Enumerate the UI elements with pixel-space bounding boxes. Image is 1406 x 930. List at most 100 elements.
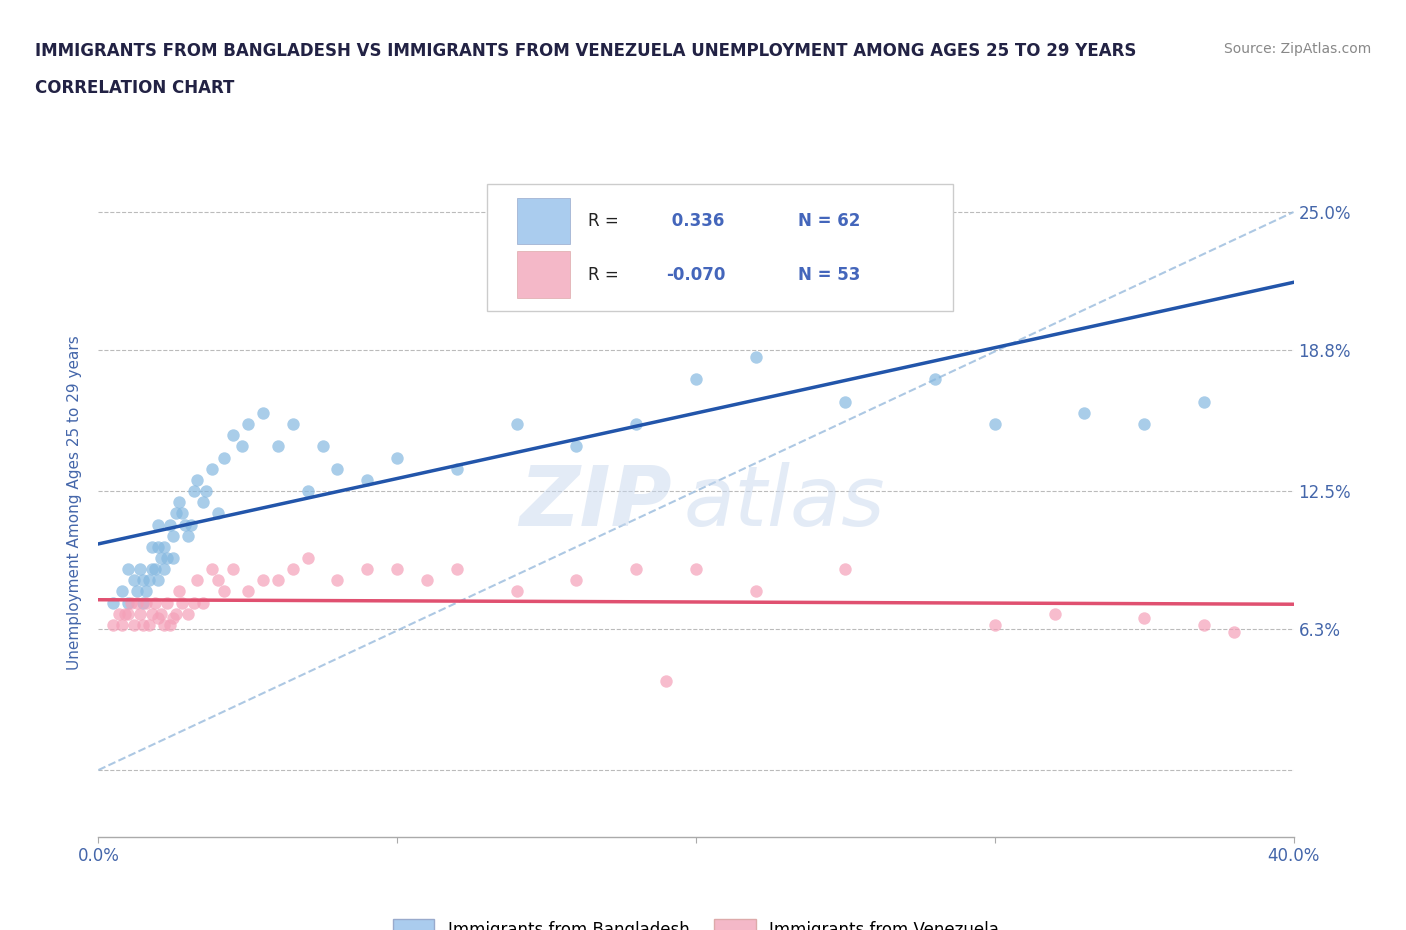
- Point: [111, 618, 134, 632]
- Point: [124, 573, 146, 588]
- Y-axis label: Unemployment Among Ages 25 to 29 years: Unemployment Among Ages 25 to 29 years: [67, 335, 83, 670]
- Point: [172, 506, 194, 521]
- Text: ZIP: ZIP: [519, 461, 672, 543]
- Point: [745, 283, 768, 298]
- Point: [655, 673, 678, 688]
- Point: [111, 584, 134, 599]
- Point: [129, 606, 152, 621]
- Point: [195, 484, 218, 498]
- Text: 0.336: 0.336: [666, 212, 724, 230]
- Point: [326, 461, 349, 476]
- Point: [267, 439, 290, 454]
- Point: [148, 517, 170, 532]
- Text: IMMIGRANTS FROM BANGLADESH VS IMMIGRANTS FROM VENEZUELA UNEMPLOYMENT AMONG AGES : IMMIGRANTS FROM BANGLADESH VS IMMIGRANTS…: [35, 42, 1136, 60]
- Point: [446, 461, 468, 476]
- Point: [177, 528, 200, 543]
- Point: [834, 562, 856, 577]
- Point: [165, 606, 187, 621]
- Point: [326, 573, 349, 588]
- Point: [506, 584, 529, 599]
- Point: [108, 606, 131, 621]
- Point: [984, 417, 1007, 432]
- Point: [506, 417, 529, 432]
- Point: [201, 562, 224, 577]
- Point: [148, 611, 170, 626]
- Point: [138, 618, 160, 632]
- Point: [191, 595, 214, 610]
- Point: [141, 606, 163, 621]
- Point: [148, 539, 170, 554]
- Text: N = 62: N = 62: [797, 212, 860, 230]
- Point: [138, 573, 160, 588]
- Point: [207, 506, 229, 521]
- Point: [626, 562, 648, 577]
- Point: [156, 595, 179, 610]
- Point: [153, 562, 176, 577]
- Text: atlas: atlas: [685, 461, 886, 543]
- Text: R =: R =: [589, 212, 624, 230]
- Point: [186, 472, 208, 487]
- Point: [183, 484, 205, 498]
- Point: [446, 562, 468, 577]
- Point: [103, 618, 125, 632]
- Point: [984, 618, 1007, 632]
- Point: [252, 573, 274, 588]
- Point: [281, 562, 304, 577]
- Point: [745, 350, 768, 365]
- FancyBboxPatch shape: [517, 197, 571, 245]
- Point: [201, 461, 224, 476]
- Point: [1192, 394, 1215, 409]
- Point: [311, 439, 333, 454]
- Point: [143, 595, 166, 610]
- Point: [1073, 405, 1095, 420]
- Point: [177, 606, 200, 621]
- Point: [212, 450, 235, 465]
- Point: [117, 606, 139, 621]
- Point: [141, 539, 163, 554]
- Point: [141, 562, 163, 577]
- Point: [135, 595, 157, 610]
- Point: [626, 417, 648, 432]
- Point: [124, 618, 146, 632]
- Legend: Immigrants from Bangladesh, Immigrants from Venezuela: Immigrants from Bangladesh, Immigrants f…: [387, 912, 1005, 930]
- Point: [159, 618, 181, 632]
- Point: [281, 417, 304, 432]
- Point: [685, 562, 707, 577]
- Point: [356, 562, 378, 577]
- Point: [924, 372, 946, 387]
- Point: [132, 595, 155, 610]
- FancyBboxPatch shape: [486, 184, 953, 312]
- Text: -0.070: -0.070: [666, 266, 725, 284]
- Point: [222, 428, 245, 443]
- Point: [236, 584, 259, 599]
- Point: [180, 517, 202, 532]
- Point: [1133, 417, 1156, 432]
- Point: [1043, 606, 1066, 621]
- Point: [167, 584, 190, 599]
- Point: [183, 595, 205, 610]
- Point: [132, 573, 155, 588]
- Point: [117, 595, 139, 610]
- Point: [127, 595, 149, 610]
- Point: [385, 450, 409, 465]
- Text: N = 53: N = 53: [797, 266, 860, 284]
- Point: [236, 417, 259, 432]
- Point: [153, 618, 176, 632]
- Text: R =: R =: [589, 266, 624, 284]
- Point: [297, 551, 319, 565]
- Point: [231, 439, 253, 454]
- Point: [385, 562, 409, 577]
- Point: [565, 439, 588, 454]
- Point: [1133, 611, 1156, 626]
- Text: CORRELATION CHART: CORRELATION CHART: [35, 79, 235, 97]
- Point: [186, 573, 208, 588]
- Point: [150, 606, 173, 621]
- Point: [191, 495, 214, 510]
- Point: [172, 595, 194, 610]
- Point: [222, 562, 245, 577]
- Point: [924, 126, 946, 141]
- Point: [212, 584, 235, 599]
- Point: [207, 573, 229, 588]
- Point: [174, 517, 197, 532]
- Point: [114, 606, 136, 621]
